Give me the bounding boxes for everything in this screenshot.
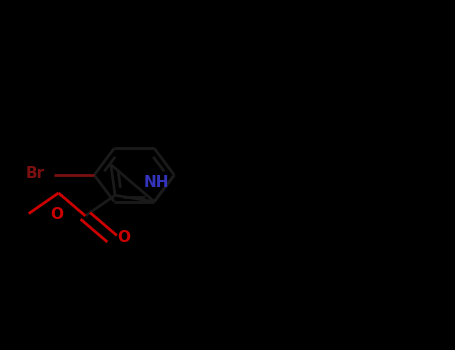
Text: NH: NH [144,175,169,190]
Text: Br: Br [26,166,45,181]
Text: O: O [117,230,131,245]
Text: O: O [50,207,63,222]
